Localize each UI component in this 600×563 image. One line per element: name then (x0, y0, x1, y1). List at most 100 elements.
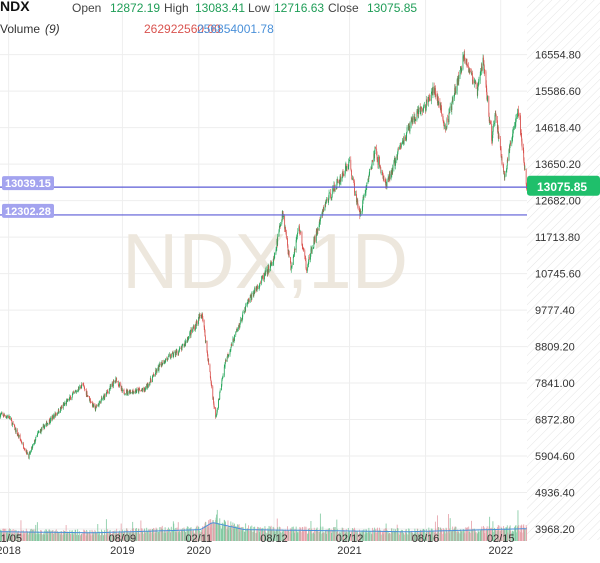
volume-bar (409, 532, 410, 541)
price-tick-label: 16554.80 (535, 50, 581, 62)
volume-bar (251, 526, 252, 541)
candle-body (355, 194, 356, 195)
candle-body (185, 341, 186, 345)
candle-body (236, 331, 237, 332)
candle-body (272, 264, 273, 265)
candle-body (108, 392, 109, 393)
candle-body (329, 193, 330, 198)
candle-body (435, 88, 436, 94)
volume-bar (294, 529, 295, 541)
candle-body (318, 229, 319, 231)
candle-body (450, 106, 451, 108)
candle-body (438, 102, 439, 105)
candle-body (343, 175, 344, 176)
open-label: Open (72, 1, 101, 15)
time-tick-year: 2019 (110, 545, 134, 557)
candle-body (384, 179, 385, 181)
candle-body (53, 415, 54, 418)
volume-bar (62, 535, 63, 541)
volume-param: (9) (45, 22, 60, 36)
candle-body (231, 344, 232, 346)
candle-body (177, 351, 178, 353)
candle-body (194, 327, 195, 330)
volume-bar (317, 530, 318, 541)
candle-body (182, 345, 183, 346)
candle-body (257, 286, 258, 288)
volume-bar (309, 528, 310, 541)
candle-body (338, 180, 339, 183)
candle-body (303, 248, 304, 250)
volume-bar (381, 535, 382, 541)
candle-body (249, 299, 250, 302)
volume-bar (519, 531, 520, 541)
candle-body (188, 336, 189, 339)
candle-body (458, 76, 459, 81)
volume-bar (105, 535, 106, 541)
close-value: 13075.85 (367, 1, 417, 15)
volume-bar (447, 532, 448, 541)
candle-body (295, 249, 296, 250)
volume-bar (171, 527, 172, 541)
volume-bar (473, 529, 474, 541)
volume-bar (53, 534, 54, 541)
candle-body (510, 143, 511, 144)
candle-body (125, 393, 126, 394)
candle-body (142, 388, 143, 390)
candle-body (50, 418, 51, 422)
candle-body (159, 364, 160, 367)
candle-body (269, 271, 270, 272)
candle-body (224, 367, 225, 376)
candle-body (85, 389, 86, 390)
volume-bar (372, 528, 373, 541)
time-tick-year: 2018 (0, 545, 21, 557)
candle-body (250, 297, 251, 302)
candle-body (223, 375, 224, 377)
volume-bar (257, 527, 258, 541)
candle-body (350, 160, 351, 169)
candle-body (113, 381, 114, 382)
candle-body (320, 219, 321, 221)
candle-body (415, 120, 416, 121)
volume-bar (315, 531, 316, 541)
candle-body (479, 80, 480, 81)
candle-body (387, 180, 388, 187)
volume-bar (248, 531, 249, 541)
candle-body (122, 390, 123, 391)
candle-body (99, 401, 100, 403)
candle-body (80, 387, 81, 388)
price-tick-label: 9777.40 (535, 305, 575, 317)
candle-body (207, 341, 208, 352)
candle-body (323, 209, 324, 211)
candle-body (389, 174, 390, 179)
candle-body (481, 67, 482, 71)
candle-body (70, 397, 71, 400)
candle-body (151, 381, 152, 382)
candle-body (286, 232, 287, 238)
candle-body (136, 389, 137, 391)
candle-body (27, 454, 28, 455)
candle-body (263, 275, 264, 279)
candle-body (424, 105, 425, 106)
candle-body (208, 360, 209, 365)
volume-ma-value: 256854001.78 (197, 22, 274, 36)
candle-body (325, 207, 326, 210)
candle-body (79, 387, 80, 389)
candle-body (312, 248, 313, 251)
candle-body (398, 149, 399, 150)
candle-body (435, 94, 436, 95)
candle-body (395, 161, 396, 166)
time-tick-label: 02/12 (336, 533, 364, 545)
price-tick-label: 13650.20 (535, 159, 581, 171)
candle-body (119, 383, 120, 385)
candle-body (10, 418, 11, 419)
candle-body (441, 108, 442, 114)
candle-body (131, 392, 132, 393)
time-tick-label: 08/09 (109, 533, 137, 545)
candle-body (476, 83, 477, 84)
price-tick-label: 3968.20 (535, 524, 575, 536)
candle-body (516, 117, 517, 119)
candle-body (62, 407, 63, 408)
volume-bar (384, 529, 385, 541)
